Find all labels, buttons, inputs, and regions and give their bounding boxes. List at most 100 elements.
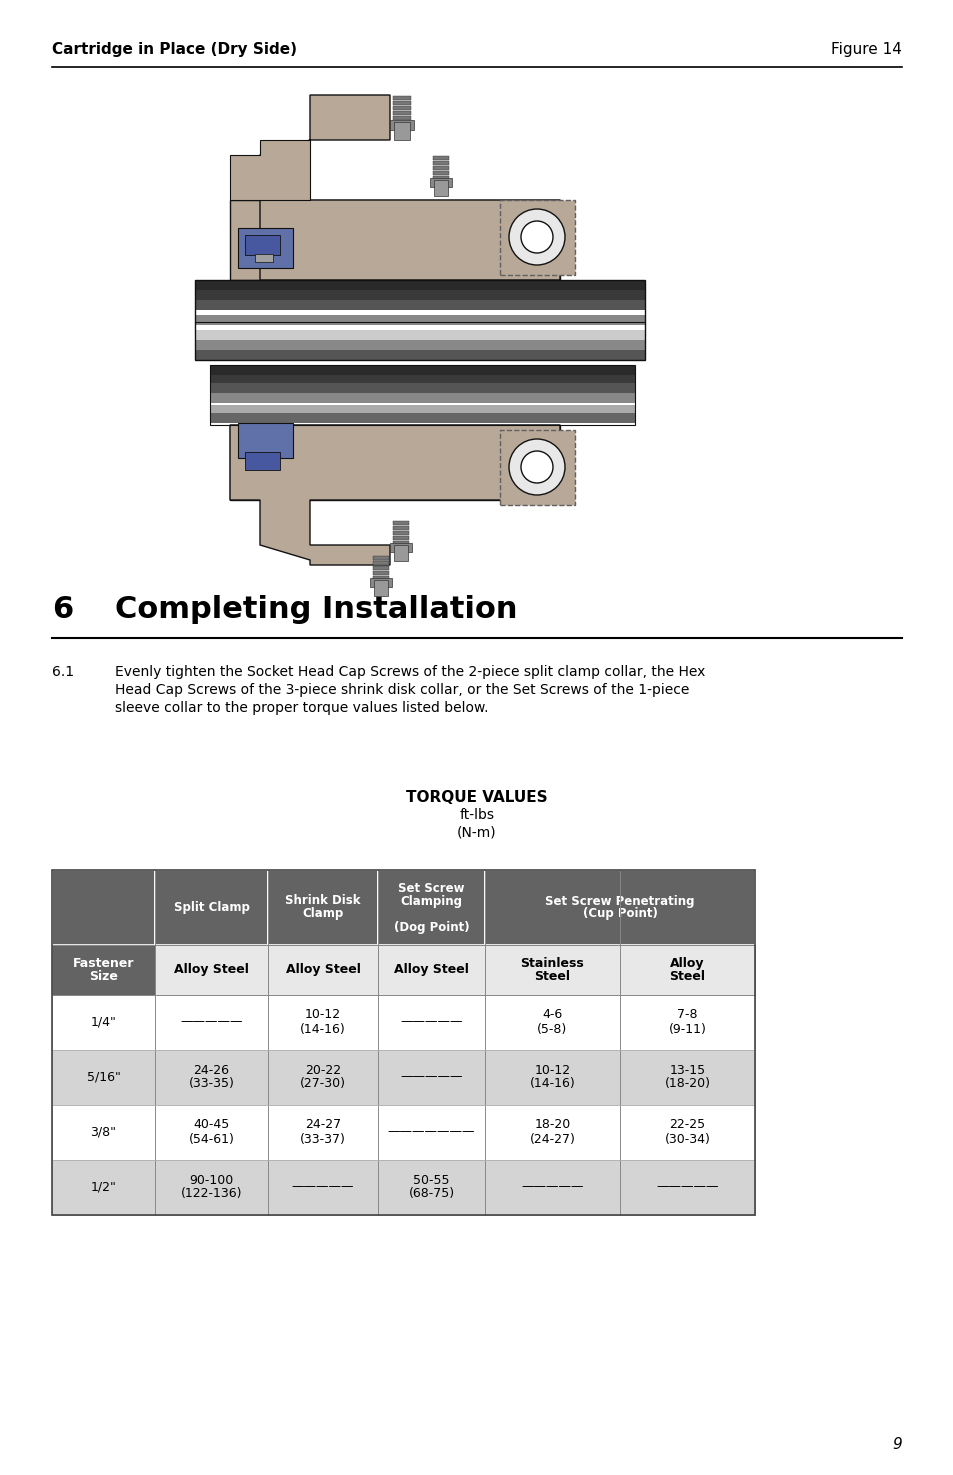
Bar bbox=[52, 1105, 754, 1159]
Bar bbox=[370, 578, 392, 587]
Text: 40-45: 40-45 bbox=[193, 1118, 230, 1131]
Text: 1/4": 1/4" bbox=[91, 1015, 116, 1028]
Bar bbox=[52, 1159, 754, 1215]
Text: —————: ————— bbox=[656, 1180, 718, 1193]
Text: (122-136): (122-136) bbox=[180, 1187, 242, 1201]
Bar bbox=[393, 111, 411, 115]
Text: TORQUE VALUES: TORQUE VALUES bbox=[406, 791, 547, 805]
Bar bbox=[52, 870, 154, 945]
Bar bbox=[393, 100, 411, 105]
Bar bbox=[254, 254, 273, 263]
Text: (33-35): (33-35) bbox=[189, 1078, 234, 1090]
Text: —————: ————— bbox=[400, 1071, 462, 1084]
Text: (68-75): (68-75) bbox=[408, 1187, 454, 1201]
Text: 9: 9 bbox=[891, 1437, 901, 1451]
Text: Clamping: Clamping bbox=[400, 894, 462, 907]
Text: (27-30): (27-30) bbox=[299, 1078, 346, 1090]
Bar bbox=[210, 375, 635, 385]
Circle shape bbox=[520, 221, 553, 254]
Text: 7-8: 7-8 bbox=[677, 1009, 697, 1022]
Bar bbox=[373, 566, 389, 569]
Bar bbox=[194, 280, 644, 291]
Text: 10-12: 10-12 bbox=[305, 1009, 341, 1022]
Bar bbox=[430, 178, 452, 187]
Bar bbox=[210, 392, 635, 403]
Polygon shape bbox=[260, 94, 559, 280]
Bar bbox=[245, 235, 280, 255]
Text: sleeve collar to the proper torque values listed below.: sleeve collar to the proper torque value… bbox=[115, 701, 488, 715]
Bar bbox=[194, 299, 644, 310]
Bar bbox=[373, 556, 389, 560]
Bar bbox=[393, 106, 411, 111]
Bar bbox=[52, 945, 154, 996]
Text: ft-lbs: ft-lbs bbox=[459, 808, 494, 822]
Text: —————: ————— bbox=[292, 1180, 354, 1193]
Bar bbox=[230, 201, 559, 280]
Text: Size: Size bbox=[89, 971, 118, 982]
Bar bbox=[210, 406, 635, 414]
Bar bbox=[393, 535, 409, 540]
Text: 13-15: 13-15 bbox=[669, 1063, 705, 1077]
Polygon shape bbox=[230, 425, 559, 565]
Text: 5/16": 5/16" bbox=[87, 1071, 120, 1084]
Text: Stainless: Stainless bbox=[520, 957, 584, 971]
Bar bbox=[194, 330, 644, 341]
Bar bbox=[394, 122, 410, 140]
Bar bbox=[393, 521, 409, 525]
Text: Clamp: Clamp bbox=[302, 907, 343, 920]
Bar bbox=[433, 167, 449, 170]
Text: (9-11): (9-11) bbox=[668, 1022, 706, 1035]
Text: 3/8": 3/8" bbox=[91, 1125, 116, 1139]
Bar bbox=[433, 156, 449, 159]
Polygon shape bbox=[230, 140, 310, 201]
Bar bbox=[373, 571, 389, 575]
Text: Alloy Steel: Alloy Steel bbox=[285, 963, 360, 976]
Circle shape bbox=[520, 451, 553, 482]
Text: —————: ————— bbox=[180, 1015, 242, 1028]
Bar bbox=[237, 229, 293, 268]
Bar bbox=[52, 996, 754, 1050]
Bar bbox=[373, 577, 389, 580]
Bar bbox=[210, 413, 635, 423]
Text: (24-27): (24-27) bbox=[529, 1133, 575, 1146]
Bar bbox=[374, 580, 388, 596]
Bar bbox=[210, 364, 635, 375]
Text: 90-100: 90-100 bbox=[190, 1174, 233, 1186]
Bar bbox=[268, 945, 377, 996]
Text: 24-26: 24-26 bbox=[193, 1063, 230, 1077]
Bar bbox=[393, 527, 409, 530]
Bar bbox=[237, 423, 293, 459]
Text: Shrink Disk: Shrink Disk bbox=[285, 894, 360, 907]
Circle shape bbox=[509, 440, 564, 496]
Text: Head Cap Screws of the 3-piece shrink disk collar, or the Set Screws of the 1-pi: Head Cap Screws of the 3-piece shrink di… bbox=[115, 683, 689, 698]
Text: (Cup Point): (Cup Point) bbox=[582, 907, 657, 920]
Bar bbox=[52, 1050, 754, 1105]
Bar bbox=[393, 121, 411, 125]
Bar bbox=[390, 119, 414, 130]
Bar bbox=[377, 870, 484, 945]
Bar bbox=[154, 945, 268, 996]
Circle shape bbox=[509, 209, 564, 266]
Bar bbox=[499, 201, 575, 274]
Bar bbox=[434, 180, 448, 196]
Text: —————: ————— bbox=[520, 1180, 583, 1193]
Text: Steel: Steel bbox=[669, 971, 705, 982]
Bar bbox=[377, 945, 484, 996]
Bar bbox=[390, 543, 412, 552]
Text: 18-20: 18-20 bbox=[534, 1118, 570, 1131]
Text: Evenly tighten the Socket Head Cap Screws of the 2-piece split clamp collar, the: Evenly tighten the Socket Head Cap Screw… bbox=[115, 665, 704, 678]
Text: 24-27: 24-27 bbox=[305, 1118, 341, 1131]
Bar bbox=[210, 384, 635, 392]
Text: 10-12: 10-12 bbox=[534, 1063, 570, 1077]
Text: Alloy Steel: Alloy Steel bbox=[394, 963, 469, 976]
Text: Alloy Steel: Alloy Steel bbox=[173, 963, 249, 976]
Text: (18-20): (18-20) bbox=[664, 1078, 710, 1090]
Text: ———————: ——————— bbox=[387, 1125, 475, 1139]
Text: 50-55: 50-55 bbox=[413, 1174, 449, 1186]
Text: (N-m): (N-m) bbox=[456, 825, 497, 839]
Bar bbox=[393, 531, 409, 535]
Text: 1/2": 1/2" bbox=[91, 1180, 116, 1193]
Bar bbox=[394, 544, 408, 560]
Bar bbox=[393, 117, 411, 119]
Text: (14-16): (14-16) bbox=[300, 1022, 346, 1035]
